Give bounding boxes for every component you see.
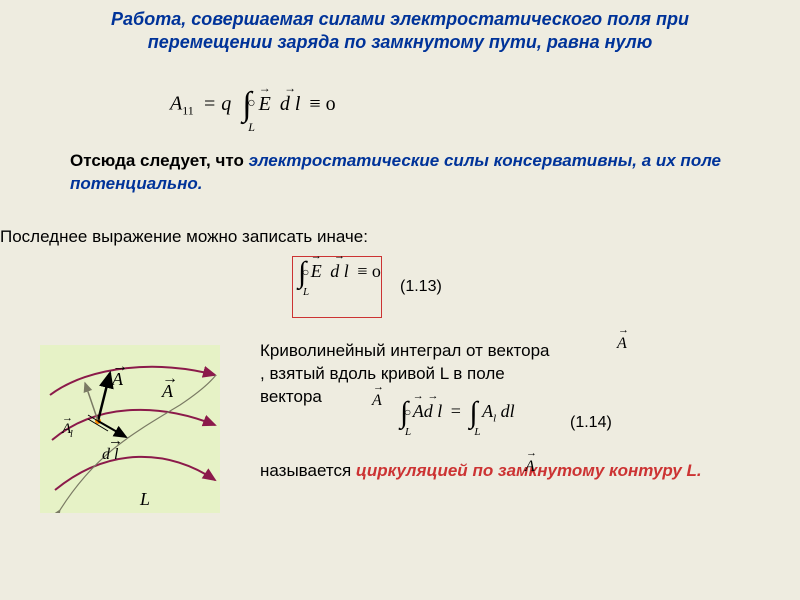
slide-title: Работа, совершаемая силами электростатич… — [60, 8, 740, 53]
equation-a11: A11 = q ∫○L →E →d l ≡ o — [170, 88, 336, 122]
svg-text:A: A — [161, 381, 174, 401]
svg-text:d l: d l — [102, 446, 119, 463]
equation-number-114: (1.14) — [570, 414, 612, 432]
paragraph-alt-form: Последнее выражение можно записать иначе… — [0, 226, 740, 249]
svg-text:A: A — [111, 369, 124, 389]
vector-a-inline-2: →A — [372, 392, 382, 410]
paragraph-circulation-def: называется циркуляцией по замкнутому кон… — [260, 460, 760, 483]
equation-113: ∫○L →E →d l ≡ o — [298, 258, 381, 288]
figure-field-lines: → A → A A l → → d l L — [40, 345, 220, 513]
svg-text:l: l — [70, 429, 73, 440]
vector-a-inline-1: →A — [617, 335, 627, 353]
paragraph-conservative: Отсюда следует, что электростатические с… — [70, 150, 740, 196]
equation-number-113: (1.13) — [400, 278, 442, 296]
svg-text:L: L — [139, 489, 150, 509]
vector-a-inline-3: →A — [525, 458, 535, 476]
svg-text:→: → — [62, 412, 73, 424]
equation-114: ∫○L →A→d l = ∫L Al dl — [400, 398, 515, 428]
